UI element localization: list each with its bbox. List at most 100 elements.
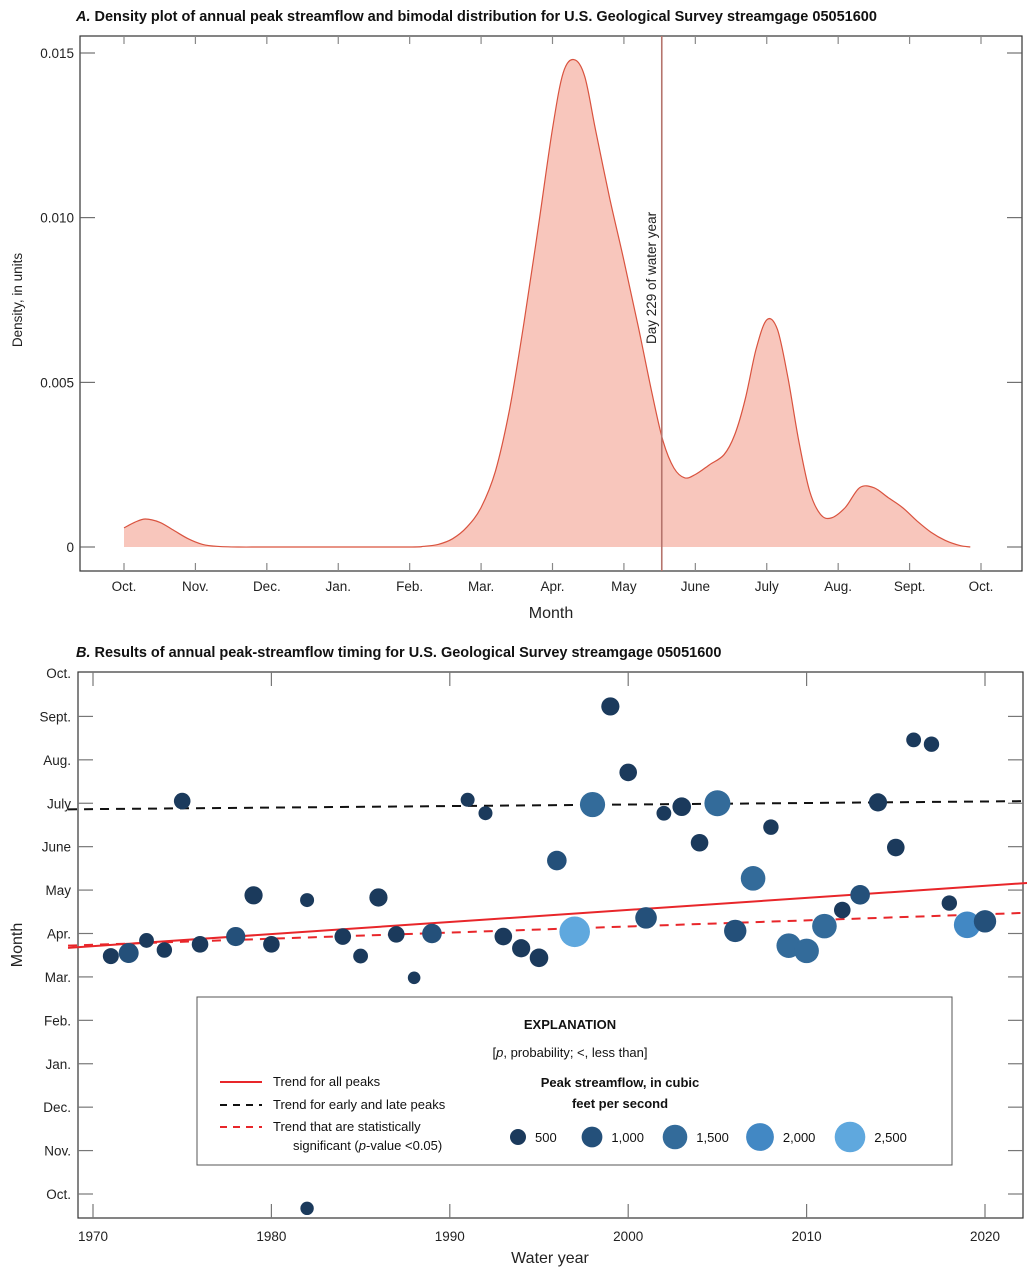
panel-b-y-tick-label: May [45,883,71,898]
panel-b-y-tick-label: July [47,796,71,811]
legend-label-significant-2: significant (p-value <0.05) [293,1138,442,1153]
trend-line-all-peaks [67,881,1027,949]
scatter-point [559,916,590,948]
legend-size-label: 2,500 [874,1130,907,1145]
panel-a-x-tick-label: July [755,579,779,594]
scatter-point [478,806,493,821]
legend-label-early-late: Trend for early and late peaks [273,1097,446,1112]
scatter-point [334,928,352,945]
panel-a-title-text: Density plot of annual peak streamflow a… [95,9,877,25]
panel-b-title-text: Results of annual peak-streamflow timing… [95,645,722,661]
panel-a-x-tick-label: June [681,579,710,594]
scatter-point [833,901,851,919]
panel-a-x-tick-label: Apr. [540,579,564,594]
legend-label-all-peaks: Trend for all peaks [273,1074,381,1089]
legend-size-label: 500 [535,1130,557,1145]
legend-note-open: [ [492,1045,496,1060]
scatter-point [724,919,747,943]
panel-b-y-tick-label: Oct. [46,666,71,681]
scatter-point [812,913,837,939]
panel-b-y-tick-label: Dec. [43,1100,71,1115]
scatter-point [794,938,819,964]
scatter-point [118,943,139,964]
panel-b-title: B. Results of annual peak-streamflow timi… [76,645,721,661]
panel-a-x-tick-label: Oct. [112,579,137,594]
panel-b-x-ticks: 1970 1980 1990 2000 2010 2020 [78,672,1000,1244]
day-229-label: Day 229 of water year [644,211,659,344]
density-line [123,58,971,548]
panel-a-letter: A. [75,9,91,25]
panel-a-x-tick-label: Dec. [253,579,281,594]
scatter-point [494,927,513,946]
scatter-point [704,790,731,817]
scatter-point [139,933,154,948]
panel-a-y-ticks: 0 0.005 0.010 0.015 [40,46,1022,555]
panel-a-x-tick-label: Jan. [325,579,351,594]
scatter-points [102,697,997,1216]
panel-a-x-tick-label: May [611,579,637,594]
panel-a-x-tick-label: Mar. [468,579,494,594]
panel-b-y-tick-label: Mar. [45,970,71,985]
panel-b-y-tick-label: Sept. [39,709,71,724]
panel-b-x-tick-label: 1980 [256,1229,286,1244]
panel-b-y-tick-label: Aug. [43,753,71,768]
scatter-point [656,805,672,821]
panel-b-x-tick-label: 1970 [78,1229,108,1244]
scatter-point [635,907,657,929]
panel-b-y-tick-label: Nov. [44,1144,71,1159]
panel-a-x-ticks: Oct. Nov. Dec. Jan. Feb. Mar. Apr. May June July A… [112,36,994,594]
scatter-point [263,936,280,953]
legend-sig-post: -value <0.05) [366,1138,442,1153]
panel-a-x-tick-label: Oct. [969,579,994,594]
panel-a-x-axis-label: Month [529,605,573,622]
legend-size-entries: 500 1,000 1,500 2,000 2,500 [510,1121,907,1153]
scatter-point [529,948,549,968]
scatter-point [300,1201,314,1216]
legend-size-circle [510,1129,526,1145]
legend-title: EXPLANATION [524,1017,616,1032]
legend-size-title-1: Peak streamflow, in cubic [541,1075,699,1090]
panel-b-letter: B. [76,645,91,661]
panel-b-x-axis-label: Water year [511,1250,589,1267]
panel-a-y-tick-label: 0.015 [40,46,74,61]
scatter-point [923,736,940,752]
scatter-point [740,866,766,891]
legend-box [196,996,953,1166]
scatter-point [690,833,709,852]
panel-b-x-tick-label: 2020 [970,1229,1000,1244]
legend-note: [p, probability; <, less than] [492,1045,647,1060]
panel-b-y-axis-label: Month [9,923,26,967]
panel-a-x-tick-label: Aug. [824,579,852,594]
scatter-point [369,888,388,907]
panel-b-x-tick-label: 1990 [435,1229,465,1244]
scatter-point [422,923,442,944]
panel-a-y-tick-label: 0 [66,540,74,555]
panel-b-x-tick-label: 2010 [792,1229,822,1244]
scatter-point [244,886,263,905]
legend-sig-p: p [358,1138,366,1153]
legend-label-significant-1: Trend that are statistically [273,1119,421,1134]
panel-b-frame [77,671,1024,1219]
panel-a-x-tick-label: Feb. [396,579,423,594]
panel-b-y-tick-label: Jan. [45,1057,71,1072]
scatter-point [460,792,475,807]
legend-note-p: p [495,1045,503,1060]
trend-lines [67,800,1027,949]
panel-b-x-tick-label: 2000 [613,1229,643,1244]
scatter-point [953,911,981,939]
scatter-point [353,948,368,964]
panel-b-y-tick-label: Oct. [46,1187,71,1202]
panel-a-x-tick-label: Sept. [894,579,926,594]
scatter-point [906,732,922,748]
legend-note-rest: , probability; <, less than] [503,1045,647,1060]
scatter-point [619,763,637,782]
scatter-point [407,971,421,985]
legend-size-circle [662,1124,688,1150]
panel-b-y-ticks: Oct. Nov. Dec. Jan. Feb. Mar. Apr. May June July A… [39,666,1023,1202]
scatter-point [868,793,888,812]
panel-a-y-axis-label: Density, in units [10,253,25,348]
scatter-point [672,797,692,817]
scatter-point [191,936,209,953]
scatter-point [512,939,531,958]
